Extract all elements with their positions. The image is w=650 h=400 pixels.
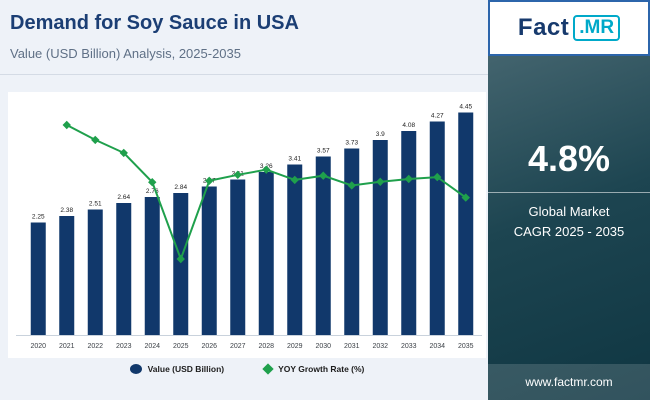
bar-2026	[201, 186, 217, 335]
yoy-marker-2035	[461, 193, 470, 202]
cagr-stat-label-line2: CAGR 2025 - 2035	[513, 223, 625, 239]
bar-2034	[429, 121, 445, 335]
yoy-marker-2021	[62, 120, 71, 130]
yoy-marker-2030	[319, 171, 328, 180]
bar-2031	[344, 148, 360, 335]
chart-canvas: 2.25 2020 2.38 2021 2.51 2022 2.64 2023 2.76 2024…	[16, 104, 482, 350]
x-tick-2021: 2021	[59, 343, 75, 350]
bar-2021	[59, 216, 75, 335]
bar-value-label-2024: 2.76	[146, 188, 159, 195]
bar-value-label-2034: 4.27	[431, 113, 444, 120]
yoy-marker-2029	[290, 175, 299, 185]
chart-legend: Value (USD Billion) YOY Growth Rate (%)	[8, 363, 486, 375]
legend-item-value: Value (USD Billion)	[129, 364, 225, 374]
yoy-marker-2023	[119, 148, 128, 158]
page-title: Demand for Soy Sauce in USA	[10, 12, 299, 34]
bar-2032	[372, 140, 388, 335]
x-tick-2033: 2033	[401, 343, 417, 350]
x-tick-2025: 2025	[173, 343, 189, 350]
x-tick-2026: 2026	[201, 343, 217, 350]
yoy-marker-2032	[376, 177, 385, 186]
bar-value-label-2030: 3.57	[317, 148, 330, 155]
bar-2027	[230, 179, 246, 335]
x-tick-2023: 2023	[116, 343, 132, 350]
bar-value-label-2035: 4.45	[459, 104, 472, 111]
factmr-logo: Fact .MR	[488, 0, 650, 56]
bar-value-label-2020: 2.25	[32, 214, 45, 221]
bar-value-label-2025: 2.84	[174, 184, 187, 191]
bar-value-label-2022: 2.51	[89, 201, 102, 208]
yoy-marker-2033	[404, 174, 413, 184]
legend-item-yoy: YOY Growth Rate (%)	[262, 363, 365, 375]
x-tick-2028: 2028	[258, 343, 274, 350]
cagr-stat-label-line1: Global Market	[528, 204, 610, 219]
bar-2023	[116, 203, 132, 335]
x-tick-2022: 2022	[87, 343, 103, 350]
bar-2024	[144, 197, 160, 335]
yoy-marker-2028	[262, 165, 271, 174]
logo-text-primary: Fact	[517, 14, 570, 41]
x-tick-2034: 2034	[429, 343, 445, 350]
bar-value-label-2032: 3.9	[376, 131, 385, 138]
legend-line-label: YOY Growth Rate (%)	[278, 364, 365, 374]
x-tick-2035: 2035	[458, 343, 474, 350]
yoy-marker-2026	[205, 176, 214, 186]
x-tick-2032: 2032	[372, 343, 388, 350]
x-tick-2029: 2029	[287, 343, 303, 350]
yoy-marker-2034	[433, 172, 442, 182]
legend-bar-marker-icon	[129, 364, 142, 374]
website-link[interactable]: www.factmr.com	[525, 375, 613, 389]
x-tick-2020: 2020	[30, 343, 46, 350]
x-tick-2030: 2030	[315, 343, 331, 350]
bar-2020	[30, 222, 46, 335]
legend-line-marker-icon	[262, 363, 274, 375]
bar-2022	[87, 209, 103, 335]
bar-value-label-2033: 4.08	[402, 122, 415, 129]
cagr-stat-label: Global Market CAGR 2025 - 2035	[488, 202, 650, 241]
bar-2029	[287, 164, 303, 335]
yoy-marker-2027	[233, 170, 242, 179]
stat-side-panel: 4.8% Global Market CAGR 2025 - 2035 www.…	[488, 56, 650, 400]
bar-2030	[315, 156, 331, 335]
x-tick-2031: 2031	[344, 343, 360, 350]
bar-value-label-2031: 3.73	[345, 140, 358, 147]
legend-bar-label: Value (USD Billion)	[147, 364, 225, 374]
page-subtitle: Value (USD Billion) Analysis, 2025-2035	[10, 46, 241, 61]
bar-value-label-2021: 2.38	[60, 207, 73, 214]
panel-divider	[488, 192, 650, 193]
bar-2028	[258, 172, 274, 335]
cagr-stat-value: 4.8%	[527, 138, 611, 179]
yoy-marker-2024	[148, 178, 157, 187]
x-tick-2024: 2024	[144, 343, 160, 350]
bar-2035	[458, 112, 474, 335]
soy-sauce-demand-chart: 2.25 2020 2.38 2021 2.51 2022 2.64 2023 2.76 2024…	[8, 92, 486, 358]
yoy-marker-2031	[347, 181, 356, 190]
website-bar: www.factmr.com	[488, 364, 650, 400]
bar-value-label-2029: 3.41	[288, 156, 301, 163]
logo-text-secondary: .MR	[573, 15, 621, 41]
header-divider	[0, 74, 488, 75]
bar-value-label-2023: 2.64	[117, 194, 130, 201]
bar-2025	[173, 193, 189, 335]
yoy-marker-2022	[91, 135, 100, 145]
bar-2033	[401, 131, 417, 335]
x-tick-2027: 2027	[230, 343, 246, 350]
